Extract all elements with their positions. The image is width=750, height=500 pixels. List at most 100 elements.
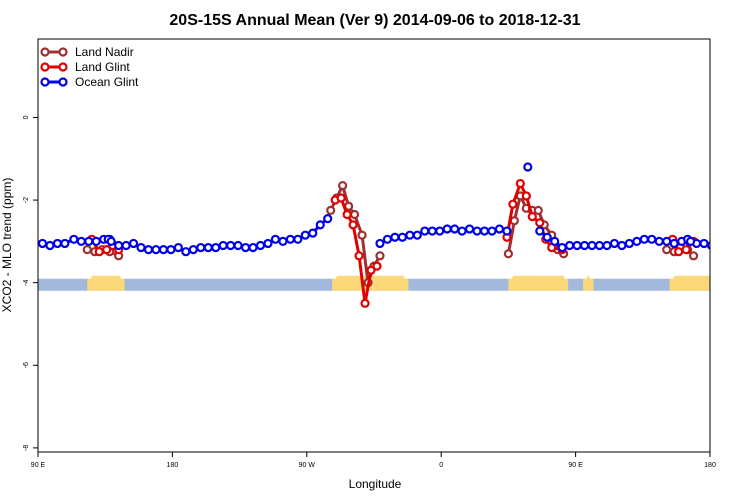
- data-point: [487, 226, 497, 236]
- data-point: [639, 234, 649, 244]
- data-point: [535, 218, 545, 228]
- data-point: [226, 240, 236, 251]
- data-point: [494, 224, 505, 234]
- data-point: [502, 226, 512, 236]
- data-point: [372, 261, 382, 271]
- x-axis-label: Longitude: [349, 477, 402, 491]
- data-point: [270, 234, 281, 244]
- data-point: [550, 236, 560, 246]
- data-point: [300, 230, 310, 240]
- data-point: [349, 209, 360, 220]
- data-point: [211, 242, 221, 253]
- land-strip-segment: [669, 278, 710, 291]
- data-point: [128, 238, 139, 249]
- data-point: [91, 236, 101, 246]
- data-point: [579, 240, 590, 251]
- data-point: [348, 220, 358, 230]
- y-tick-label: -6: [23, 362, 30, 368]
- series-land-nadir: [82, 181, 699, 288]
- data-point: [685, 236, 696, 246]
- legend-marker: [40, 47, 50, 57]
- data-point: [715, 244, 722, 251]
- data-point: [203, 242, 213, 253]
- data-point: [617, 240, 627, 251]
- y-tick-label: -4: [23, 279, 30, 285]
- legend-label: Land Glint: [75, 60, 130, 74]
- y-tick-label: 0: [23, 115, 30, 119]
- data-point: [572, 240, 582, 251]
- legend-marker: [40, 77, 50, 87]
- data-point: [375, 238, 385, 249]
- data-point: [366, 265, 376, 275]
- data-point: [515, 178, 525, 189]
- series-ocean-glint: [38, 162, 745, 257]
- data-point: [293, 234, 303, 244]
- data-point: [450, 224, 460, 234]
- x-tick-label: 90 E: [31, 462, 46, 469]
- data-point: [535, 226, 545, 236]
- data-point: [435, 226, 445, 236]
- data-point: [681, 245, 691, 255]
- data-point: [255, 240, 266, 251]
- x-tick-label: 0: [439, 462, 443, 469]
- data-point: [375, 251, 385, 261]
- legend-marker: [58, 47, 68, 57]
- data-point: [542, 232, 552, 242]
- x-tick-label: 90 W: [299, 462, 316, 469]
- data-point: [508, 199, 518, 209]
- data-point: [114, 240, 124, 251]
- data-point: [326, 205, 336, 215]
- axes: 90 E 180 90 W 0 90 E 180 0 -2 -4 -6 -8: [23, 115, 716, 469]
- data-point: [594, 240, 605, 251]
- data-point: [263, 238, 273, 249]
- data-point: [233, 240, 243, 251]
- data-point: [738, 246, 745, 253]
- data-point: [94, 247, 104, 257]
- data-point: [173, 242, 183, 253]
- data-point: [323, 214, 333, 224]
- data-point: [706, 241, 710, 250]
- data-point: [472, 226, 482, 236]
- data-point: [76, 236, 86, 246]
- data-point: [82, 245, 92, 255]
- y-tick-label: -8: [23, 445, 30, 451]
- data-point: [285, 234, 295, 244]
- data-point: [338, 181, 348, 191]
- land-strip-segment: [583, 278, 594, 291]
- data-point: [609, 238, 620, 249]
- data-point: [427, 226, 437, 236]
- data-point: [662, 245, 672, 255]
- land-ocean-strip: [38, 275, 710, 291]
- data-point: [397, 232, 407, 242]
- data-point: [654, 236, 664, 246]
- data-point: [442, 224, 452, 234]
- land-strip-bump: [587, 275, 590, 280]
- data-point: [523, 162, 533, 172]
- data-point: [121, 240, 131, 251]
- data-point: [336, 193, 346, 203]
- data-point: [674, 247, 684, 257]
- legend-item: Land Nadir: [40, 45, 134, 59]
- chart-title: 20S-15S Annual Mean (Ver 9) 2014-09-06 t…: [169, 12, 580, 29]
- legend-item: Land Glint: [40, 60, 130, 74]
- data-point: [315, 220, 325, 230]
- data-point: [412, 230, 422, 240]
- legend-label: Land Nadir: [75, 45, 134, 59]
- y-axis-label: XCO2 - MLO trend (ppm): [0, 178, 14, 313]
- data-point: [342, 209, 352, 220]
- data-point: [106, 236, 116, 246]
- land-strip-bump: [91, 275, 121, 280]
- land-strip-segment: [87, 278, 125, 291]
- legend-marker: [58, 77, 68, 87]
- data-point: [38, 238, 48, 249]
- data-point: [521, 191, 531, 201]
- y-tick-label: -2: [23, 197, 30, 203]
- data-point: [669, 238, 679, 249]
- data-point: [357, 230, 367, 240]
- data-point: [565, 240, 575, 251]
- data-point: [390, 232, 400, 242]
- data-point: [624, 238, 634, 249]
- data-point: [166, 245, 176, 255]
